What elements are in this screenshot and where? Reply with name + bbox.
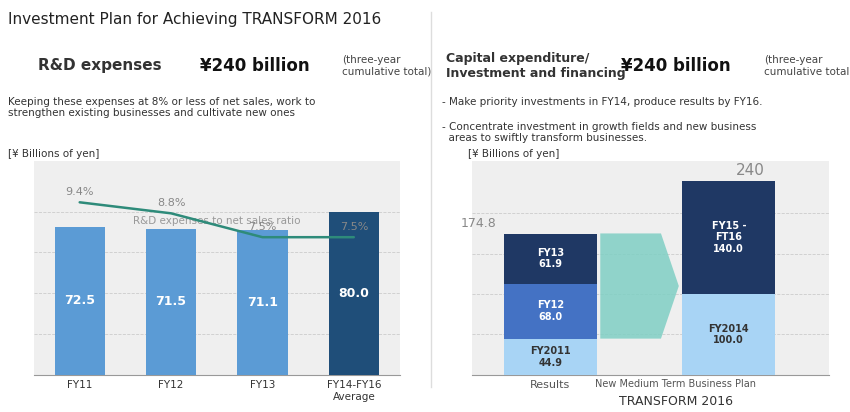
Bar: [683, 181, 775, 294]
Text: Investment Plan for Achieving TRANSFORM 2016: Investment Plan for Achieving TRANSFORM …: [8, 12, 382, 27]
Text: [¥ Billions of yen]: [¥ Billions of yen]: [8, 149, 99, 159]
Text: Capital expenditure/
Investment and financing: Capital expenditure/ Investment and fina…: [445, 52, 626, 80]
Text: [¥ Billions of yen]: [¥ Billions of yen]: [468, 149, 559, 159]
Text: TRANSFORM 2016: TRANSFORM 2016: [619, 395, 733, 408]
Text: Keeping these expenses at 8% or less of net sales, work to
strengthen existing b: Keeping these expenses at 8% or less of …: [8, 97, 316, 118]
Polygon shape: [600, 234, 679, 339]
Text: (three-year
cumulative total): (three-year cumulative total): [342, 55, 431, 77]
Text: 9.4%: 9.4%: [65, 187, 94, 197]
Text: FY13
61.9: FY13 61.9: [536, 248, 564, 269]
Text: FY2014
100.0: FY2014 100.0: [709, 324, 749, 345]
Text: - Concentrate investment in growth fields and new business
  areas to swiftly tr: - Concentrate investment in growth field…: [442, 122, 756, 143]
Text: New Medium Term Business Plan: New Medium Term Business Plan: [595, 379, 756, 389]
Bar: [146, 229, 196, 375]
Text: 7.5%: 7.5%: [248, 222, 276, 232]
Text: R&D expenses: R&D expenses: [37, 59, 162, 73]
Text: (three-year
cumulative total): (three-year cumulative total): [764, 55, 850, 77]
Text: 240: 240: [736, 163, 765, 178]
Bar: [504, 234, 597, 283]
Text: - Make priority investments in FY14, produce results by FY16.: - Make priority investments in FY14, pro…: [442, 97, 762, 107]
Bar: [504, 339, 597, 375]
Text: FY2011
44.9: FY2011 44.9: [530, 346, 570, 368]
Text: 71.1: 71.1: [247, 296, 278, 309]
Bar: [237, 230, 287, 375]
Text: R&D expenses to net sales ratio: R&D expenses to net sales ratio: [133, 216, 301, 226]
Text: ¥240 billion: ¥240 billion: [200, 57, 309, 75]
Bar: [54, 227, 105, 375]
Text: 174.8: 174.8: [461, 218, 496, 230]
Text: ¥240 billion: ¥240 billion: [621, 57, 731, 75]
Bar: [683, 294, 775, 375]
Text: FY12
68.0: FY12 68.0: [536, 300, 564, 322]
Text: 72.5: 72.5: [65, 295, 95, 307]
Text: 8.8%: 8.8%: [156, 198, 185, 208]
Bar: [329, 212, 379, 375]
Bar: [504, 283, 597, 339]
Text: 7.5%: 7.5%: [340, 222, 368, 232]
Text: FY15 -
FT16
140.0: FY15 - FT16 140.0: [711, 221, 746, 254]
Text: 71.5: 71.5: [156, 295, 186, 309]
Text: 80.0: 80.0: [338, 287, 369, 300]
